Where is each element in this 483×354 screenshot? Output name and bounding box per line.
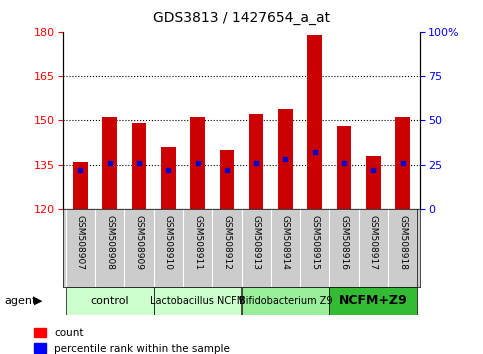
Point	[76, 167, 84, 173]
Legend: count, percentile rank within the sample: count, percentile rank within the sample	[29, 324, 234, 354]
Text: GSM508909: GSM508909	[134, 215, 143, 270]
Text: GSM508915: GSM508915	[310, 215, 319, 270]
Text: GSM508917: GSM508917	[369, 215, 378, 270]
Text: GSM508912: GSM508912	[222, 215, 231, 270]
Point	[106, 160, 114, 166]
Text: GSM508911: GSM508911	[193, 215, 202, 270]
Point	[223, 167, 231, 173]
Bar	[278, 109, 293, 209]
Text: Bifidobacterium Z9: Bifidobacterium Z9	[239, 296, 332, 306]
Text: GSM508908: GSM508908	[105, 215, 114, 270]
Text: control: control	[90, 296, 129, 306]
Point	[369, 167, 377, 173]
Point	[340, 160, 348, 166]
Point	[164, 167, 172, 173]
Bar	[66, 287, 154, 315]
Bar	[329, 287, 417, 315]
Text: GDS3813 / 1427654_a_at: GDS3813 / 1427654_a_at	[153, 11, 330, 25]
Bar	[366, 156, 381, 209]
Bar	[220, 150, 234, 209]
Text: GSM508910: GSM508910	[164, 215, 173, 270]
Bar	[395, 118, 410, 209]
Text: Lactobacillus NCFM: Lactobacillus NCFM	[150, 296, 245, 306]
Text: NCFM+Z9: NCFM+Z9	[339, 295, 408, 307]
Text: GSM508913: GSM508913	[252, 215, 261, 270]
Point	[252, 160, 260, 166]
Text: GSM508914: GSM508914	[281, 215, 290, 270]
Bar	[73, 162, 88, 209]
Point	[282, 156, 289, 162]
Bar	[161, 147, 176, 209]
Text: GSM508907: GSM508907	[76, 215, 85, 270]
Bar	[132, 123, 146, 209]
Text: GSM508918: GSM508918	[398, 215, 407, 270]
Bar	[337, 126, 351, 209]
Bar	[102, 118, 117, 209]
Point	[135, 160, 143, 166]
Bar	[249, 114, 263, 209]
Text: agent: agent	[5, 296, 37, 306]
Point	[399, 160, 407, 166]
Bar	[242, 287, 329, 315]
Bar	[154, 287, 242, 315]
Bar	[307, 35, 322, 209]
Point	[311, 149, 319, 155]
Point	[194, 160, 201, 166]
Text: GSM508916: GSM508916	[340, 215, 349, 270]
Text: ▶: ▶	[34, 296, 43, 306]
Bar	[190, 118, 205, 209]
